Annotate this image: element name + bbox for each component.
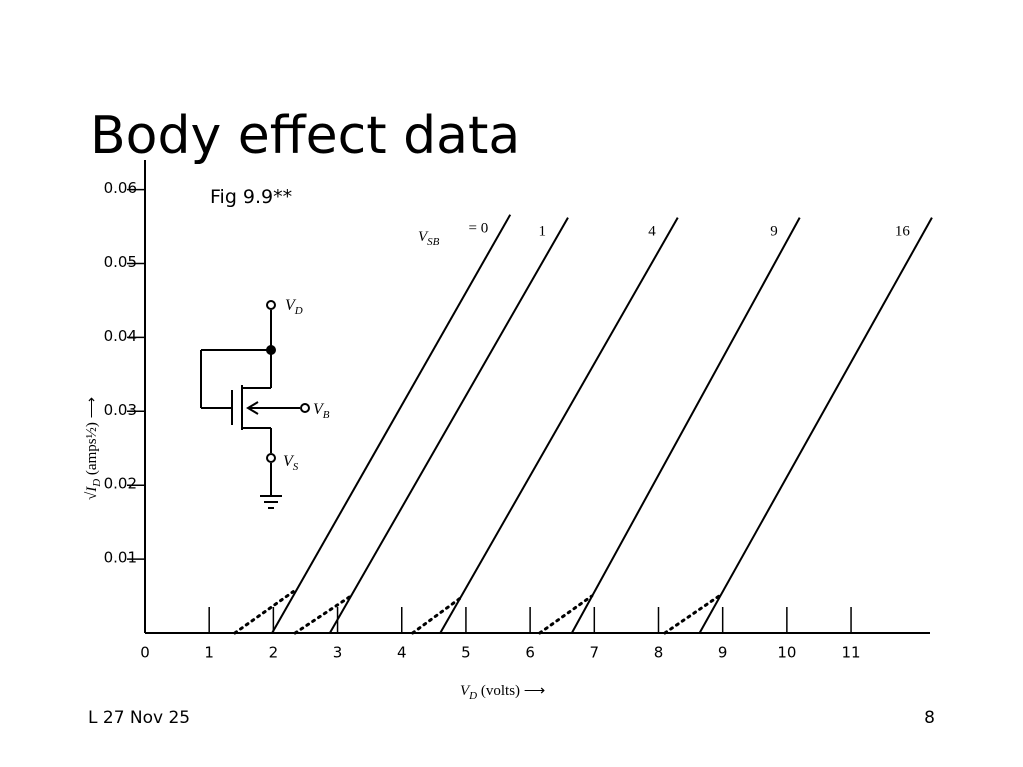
x-tick-label: 3 (333, 644, 343, 662)
series-line (271, 214, 512, 634)
y-tick-label: 0.04 (104, 327, 137, 345)
label-rest: (volts) ⟶ (477, 683, 545, 699)
y-tick-label: 0.06 (104, 179, 137, 197)
label-rest: (amps½) ⟶ (84, 397, 100, 479)
x-tick-label: 9 (718, 644, 728, 662)
series-label: 1 (538, 224, 546, 240)
series-line (328, 217, 569, 634)
x-tick-label: 5 (461, 644, 471, 662)
page-number: 8 (924, 708, 935, 728)
series-tail (538, 594, 594, 635)
label-base: V (460, 683, 471, 699)
series-tail (293, 595, 352, 635)
label-base: V (313, 401, 325, 418)
y-tick-label: 0.03 (104, 401, 137, 419)
series-label: 9 (770, 224, 778, 240)
series-tail (663, 593, 722, 635)
y-axis-label: √ID (amps½) ⟶ (84, 397, 103, 500)
x-tick-label: 2 (269, 644, 279, 662)
series-tail (233, 590, 295, 635)
x-tick-label: 0 (140, 644, 150, 662)
y-tick-label: 0.05 (104, 253, 137, 271)
series-line (570, 217, 801, 634)
series-label: = 0 (469, 221, 489, 237)
x-tick-label: 4 (397, 644, 407, 662)
x-tick-label: 10 (777, 644, 796, 662)
label-base: V (418, 229, 429, 245)
series-line (698, 217, 933, 634)
terminal-label: VD (285, 297, 303, 317)
series-label: 16 (895, 224, 911, 240)
figure-label: Fig 9.9** (210, 186, 292, 208)
x-tick-label: 6 (525, 644, 535, 662)
series-label: 4 (648, 224, 656, 240)
y-tick-label: 0.02 (104, 475, 137, 493)
x-tick-label: 8 (654, 644, 664, 662)
label-sub: D (91, 479, 103, 488)
circuit (200, 300, 310, 509)
label-base: √I (84, 486, 100, 500)
label-sub: SB (427, 236, 440, 248)
label-sub: B (323, 409, 330, 421)
x-axis-label: VD (volts) ⟶ (460, 683, 545, 702)
series-line (439, 217, 679, 634)
label-base: V (283, 453, 295, 470)
footer-date: L 27 Nov 25 (88, 708, 190, 728)
slide-title: Body effect data (90, 106, 520, 166)
label-base: V (285, 297, 297, 314)
x-tick-label: 11 (842, 644, 861, 662)
x-tick-label: 7 (590, 644, 600, 662)
terminal-label: VB (313, 401, 330, 421)
label-sub: S (293, 461, 299, 473)
y-tick-label: 0.01 (104, 549, 137, 567)
legend-symbol: VSB (418, 229, 440, 248)
label-sub: D (294, 305, 303, 317)
x-tick-label: 1 (204, 644, 214, 662)
series-tail (411, 596, 462, 635)
terminal-label: VS (283, 453, 299, 473)
label-sub: D (468, 690, 477, 702)
